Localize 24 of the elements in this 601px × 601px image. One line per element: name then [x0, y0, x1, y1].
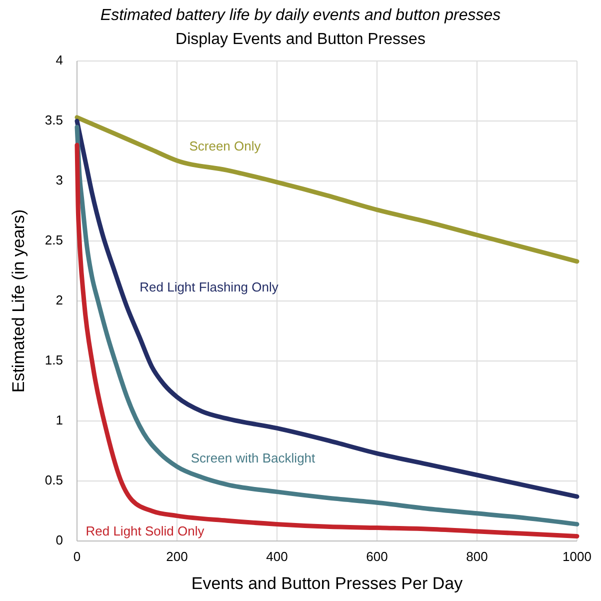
y-tick-label: 3 [56, 172, 63, 188]
chart-title: Estimated battery life by daily events and button presses [100, 7, 501, 24]
series-label: Red Light Flashing Only [140, 279, 279, 294]
y-tick-label: 2 [56, 292, 63, 308]
series-label: Red Light Solid Only [86, 523, 205, 538]
x-tick-label: 1000 [562, 549, 592, 564]
x-tick-label: 400 [266, 549, 288, 564]
x-tick-label: 0 [73, 549, 81, 564]
line-series [74, 115, 580, 264]
y-axis-title: Estimated Life (in years) [9, 209, 28, 393]
x-tick-label: 600 [366, 549, 388, 564]
y-tick-label: 1 [56, 412, 63, 428]
y-tick-label: 0 [56, 532, 63, 548]
y-tick-label: 1.5 [44, 352, 63, 368]
y-tick-label: 0.5 [44, 472, 63, 488]
y-tick-label: 4 [56, 52, 63, 68]
x-axis-title: Events and Button Presses Per Day [191, 574, 464, 593]
series-label: Screen with Backlight [190, 450, 316, 466]
chart-subtitle: Display Events and Button Presses [176, 31, 426, 48]
series-label: Screen Only [189, 138, 262, 154]
x-tick-label: 200 [166, 549, 188, 564]
y-tick-label: 2.5 [44, 232, 63, 248]
y-tick-label: 3.5 [44, 112, 63, 128]
x-tick-label: 800 [466, 549, 488, 564]
